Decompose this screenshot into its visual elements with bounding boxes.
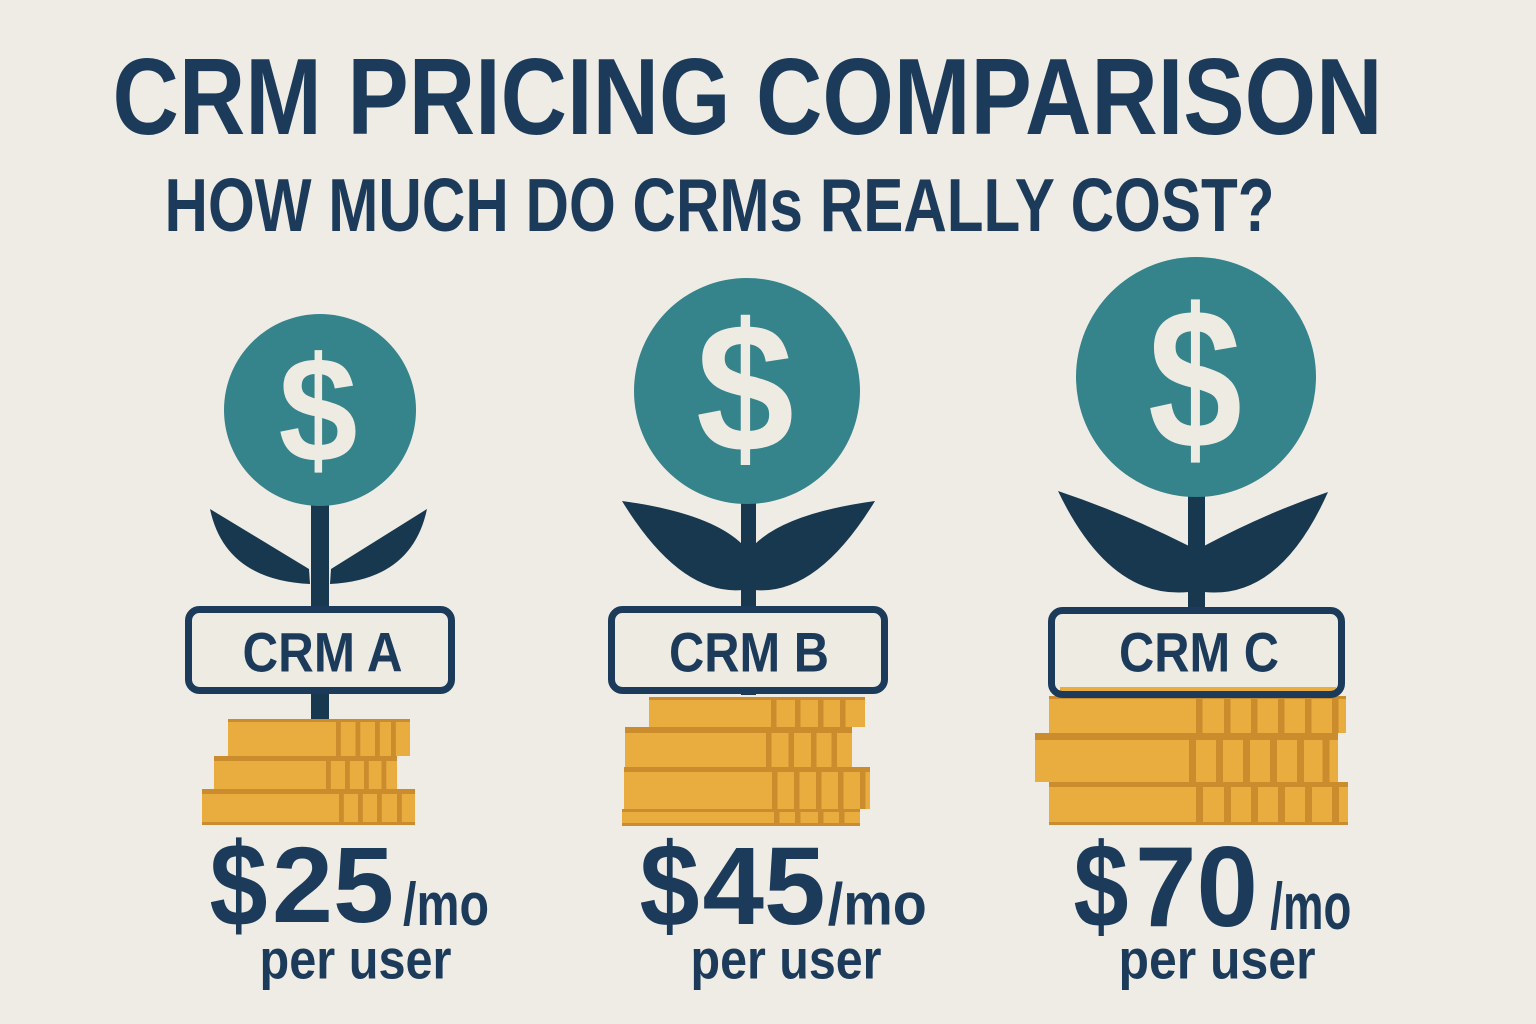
svg-text:per user: per user (260, 928, 452, 991)
svg-text:45: 45 (703, 825, 826, 948)
svg-text:/mo: /mo (403, 871, 489, 938)
svg-text:HOW MUCH DO CRMs REALLY COST?: HOW MUCH DO CRMs REALLY COST? (165, 163, 1275, 247)
svg-text:/mo: /mo (828, 872, 927, 938)
svg-text:CRM C: CRM C (1119, 621, 1279, 684)
svg-text:CRM PRICING COMPARISON: CRM PRICING COMPARISON (113, 36, 1383, 158)
svg-text:$: $ (696, 284, 794, 490)
svg-text:/mo: /mo (1270, 869, 1351, 943)
svg-text:per user: per user (691, 928, 882, 991)
svg-text:$: $ (279, 326, 358, 494)
svg-text:$: $ (640, 819, 700, 952)
svg-text:25: 25 (272, 824, 394, 945)
svg-text:CRM A: CRM A (243, 621, 403, 684)
svg-text:per user: per user (1119, 928, 1316, 991)
svg-text:$: $ (210, 818, 268, 951)
svg-text:$: $ (1074, 819, 1129, 953)
svg-text:$: $ (1148, 268, 1242, 491)
svg-text:CRM B: CRM B (669, 621, 829, 684)
svg-text:70: 70 (1135, 824, 1258, 951)
